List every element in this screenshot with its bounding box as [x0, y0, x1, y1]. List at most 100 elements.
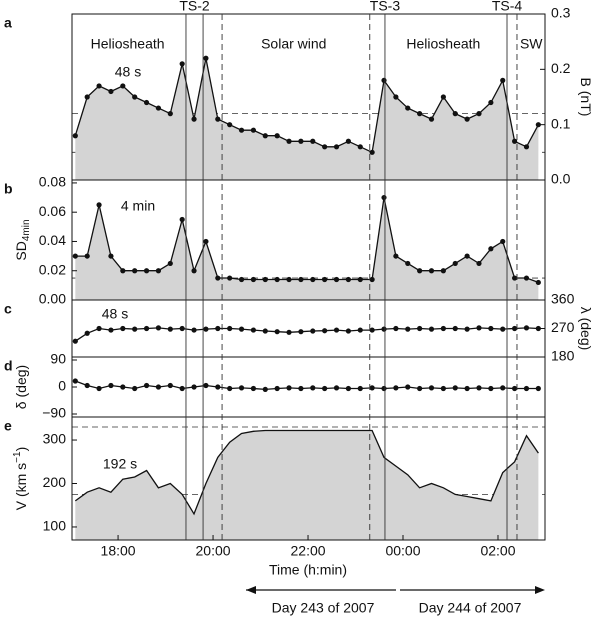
y-axis-label: B (nT)	[578, 78, 594, 117]
data-point	[227, 385, 233, 392]
data-line	[74, 429, 539, 516]
data-point	[132, 94, 138, 100]
data-point	[333, 276, 340, 283]
y-axis-label: SD4min	[13, 219, 32, 260]
data-point	[500, 326, 506, 332]
arrow-head	[535, 586, 545, 594]
data-point	[488, 325, 494, 332]
panel-letter: e	[4, 418, 12, 434]
data-point	[72, 253, 78, 259]
data-point	[238, 385, 245, 391]
data-point	[167, 382, 173, 389]
data-point	[417, 111, 423, 117]
y-tick-label: 100	[43, 518, 67, 534]
data-point	[440, 325, 446, 332]
data-point	[155, 325, 162, 331]
data-point	[476, 325, 482, 331]
data-point	[523, 325, 530, 331]
region-label: Solar wind	[261, 36, 326, 52]
y-axis-label: V (km s−1)	[12, 447, 29, 511]
y-tick-label: 0	[58, 378, 66, 394]
data-point	[452, 260, 458, 267]
data-line	[74, 327, 539, 342]
data-point	[84, 253, 90, 259]
area	[75, 197, 539, 300]
region-label: Heliosheath	[91, 36, 165, 52]
cadence-label: 192 s	[103, 456, 137, 472]
data-point	[535, 122, 541, 128]
data-point	[238, 127, 245, 133]
x-tick-label: 22:00	[291, 543, 326, 559]
cadence-label: 48 s	[102, 306, 128, 322]
data-point	[120, 384, 126, 390]
data-point	[523, 385, 530, 392]
data-point	[333, 144, 340, 150]
data-point	[500, 77, 506, 83]
data-point	[298, 385, 304, 392]
data-point	[428, 385, 435, 391]
data-point	[488, 99, 494, 106]
day-label: Day 243 of 2007	[272, 600, 375, 616]
x-axis-label: Time (h:min)	[269, 562, 347, 578]
data-point	[203, 382, 209, 389]
data-point	[322, 276, 328, 283]
data-point	[227, 275, 233, 281]
data-point	[417, 385, 423, 392]
y-axis-label-sup: −1	[12, 451, 23, 463]
data-line	[74, 58, 539, 154]
data-point	[203, 55, 209, 61]
annotation-bg	[522, 36, 540, 54]
y-axis-label-text: SD	[13, 241, 29, 260]
area	[75, 58, 539, 180]
data-point	[286, 329, 292, 335]
data-point	[120, 325, 126, 332]
data-point	[333, 385, 340, 391]
data-point	[500, 385, 506, 391]
data-point	[393, 385, 399, 391]
data-point	[274, 276, 280, 283]
data-point	[310, 138, 316, 144]
data-point	[512, 325, 518, 332]
data-point	[262, 133, 268, 139]
data-point	[298, 329, 304, 335]
data-point	[381, 385, 387, 392]
data-point	[132, 268, 138, 274]
data-point	[203, 238, 209, 245]
y-tick-label: 0.00	[39, 291, 66, 307]
cadence-label: 4 min	[121, 198, 155, 214]
day-label: Day 244 of 2007	[419, 600, 522, 616]
data-point	[96, 325, 102, 332]
data-point	[298, 276, 304, 283]
y-axis-label-end: )	[13, 447, 29, 452]
data-point	[357, 327, 363, 333]
data-point	[250, 276, 257, 283]
data-point	[464, 326, 470, 332]
arrow-head	[246, 586, 256, 594]
y-axis-label-text: δ (deg)	[13, 365, 29, 409]
data-point	[72, 338, 78, 344]
y-tick-label: 90	[50, 351, 66, 367]
data-point	[286, 276, 292, 283]
data-point	[452, 385, 458, 391]
data-point	[96, 385, 102, 392]
cadence-label: 48 s	[115, 64, 141, 80]
data-point	[464, 385, 470, 392]
data-line	[75, 380, 539, 391]
data-point	[238, 326, 245, 332]
data-point	[488, 385, 494, 392]
event-label: TS-3	[370, 0, 401, 14]
data-point	[274, 133, 280, 139]
data-point	[535, 279, 541, 286]
data-point	[191, 384, 197, 390]
data-point	[143, 325, 150, 332]
data-point	[464, 116, 470, 122]
data-point	[488, 246, 494, 252]
data-point	[120, 83, 126, 89]
data-point	[322, 144, 328, 150]
data-point	[369, 149, 375, 155]
data-point	[155, 268, 162, 274]
data-point	[369, 327, 375, 333]
data-point	[310, 328, 316, 334]
data-point	[262, 328, 268, 334]
data-point	[369, 276, 375, 283]
